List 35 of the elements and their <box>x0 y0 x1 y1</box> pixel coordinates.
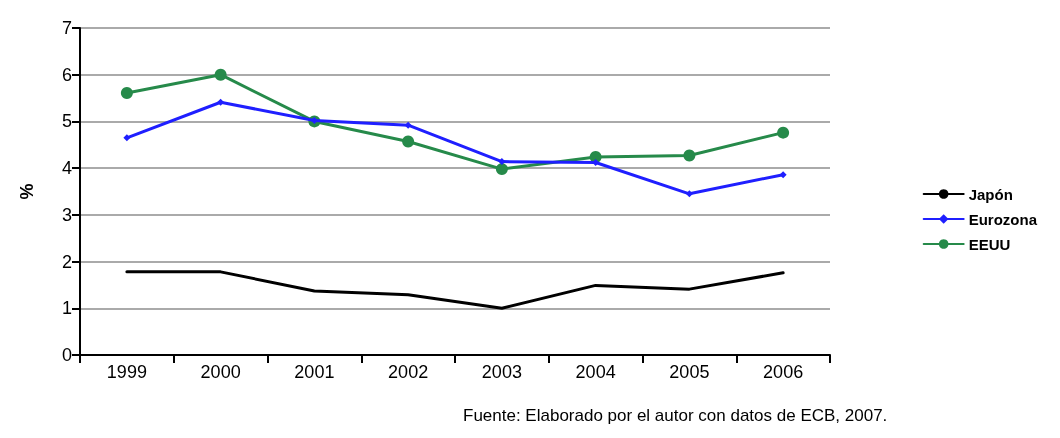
y-tick-label: 6 <box>61 64 72 85</box>
x-tick-label: 2000 <box>200 362 241 382</box>
legend-label: Eurozona <box>968 210 1038 228</box>
point <box>120 86 133 99</box>
y-tick-label: 4 <box>61 158 72 179</box>
y-tick-label: 7 <box>61 18 72 38</box>
point <box>214 68 227 81</box>
legend-label: EEUU <box>968 235 1011 253</box>
legend-label: Japón <box>968 185 1013 203</box>
point <box>683 149 696 162</box>
point <box>592 159 600 167</box>
point <box>495 163 508 176</box>
point <box>685 190 693 198</box>
y-tick-label: 5 <box>61 111 72 132</box>
y-tick-label: 2 <box>61 251 72 272</box>
point <box>123 134 131 142</box>
x-tick-label: 1999 <box>106 362 147 382</box>
point <box>779 171 787 179</box>
y-axis-title: % <box>17 183 37 200</box>
x-tick-label: 2001 <box>294 362 335 382</box>
point <box>404 121 412 129</box>
point <box>498 158 506 166</box>
point <box>777 126 790 139</box>
x-tick-label: 2006 <box>763 362 804 382</box>
x-tick-label: 2003 <box>481 362 522 382</box>
source-note: Fuente: Elaborado por el autor con datos de ECB, 2007. <box>463 406 888 425</box>
y-tick-label: 0 <box>61 345 72 365</box>
line-series <box>125 270 785 310</box>
x-tick-label: 2005 <box>669 362 710 382</box>
x-tick-label: 2002 <box>388 362 429 382</box>
y-tick-label: 3 <box>61 204 72 225</box>
y-tick-label: 1 <box>61 298 72 319</box>
point <box>217 98 225 106</box>
x-tick-label: 2004 <box>575 362 616 382</box>
point <box>402 135 415 148</box>
